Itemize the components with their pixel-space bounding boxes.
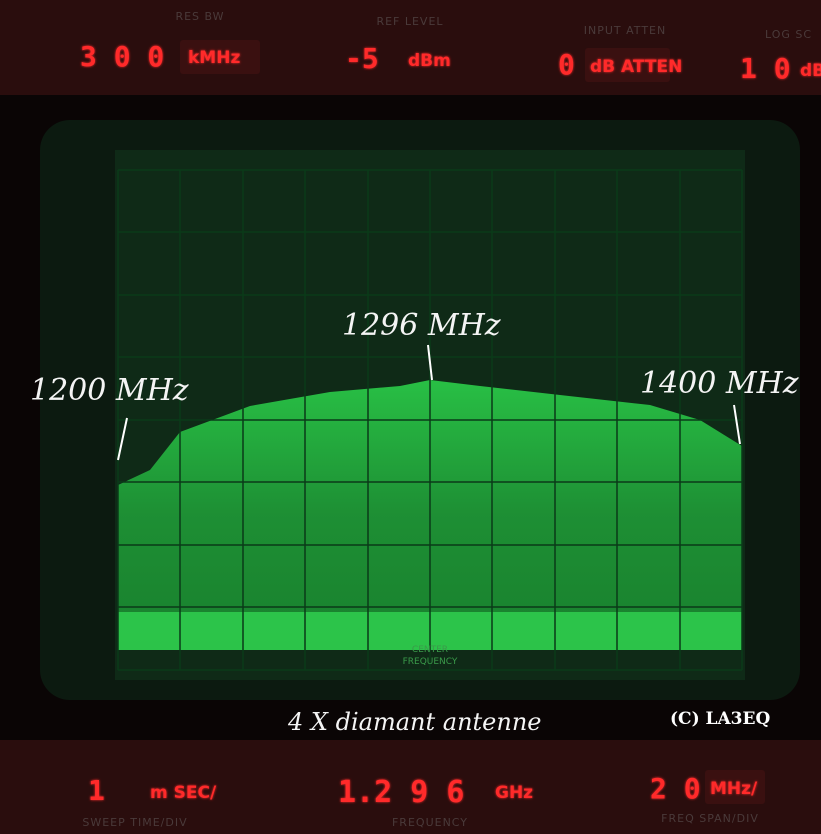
caption: 4 X diamant antenne (287, 708, 542, 736)
readout-label: INPUT ATTEN (584, 24, 666, 37)
readout-label: RES BW (175, 10, 224, 23)
page: {"top_panel": {"readouts": [ {"label": "… (0, 0, 821, 834)
center-label: CENTER (412, 645, 448, 655)
center-label: FREQUENCY (403, 657, 458, 667)
readout-unit: m SEC/ (150, 783, 217, 803)
readout-label: LOG SC (765, 28, 812, 41)
readout-value: 0 (558, 48, 575, 81)
readout-label: REF LEVEL (376, 15, 443, 28)
readout-label: SWEEP TIME/DIV (82, 816, 187, 829)
credit: (C) LA3EQ (670, 709, 770, 729)
readout-unit: MHz/ (710, 779, 758, 799)
readout-unit: kMHz (188, 48, 240, 68)
readout-unit: dB (800, 61, 821, 81)
readout-label: FREQUENCY (392, 816, 468, 829)
photo: CENTER FREQUENCY RES BW 3 0 0 kMHz REF L… (0, 0, 821, 834)
readout-unit: dB ATTEN (590, 57, 682, 77)
readout-value: -5 (345, 42, 379, 75)
annotation: 1400 MHz (640, 366, 799, 401)
readout-value: 1 (88, 774, 105, 807)
readout-value: 1 0 (740, 52, 791, 85)
annotation: 1200 MHz (30, 373, 189, 408)
readout-value: 1.2 9 6 (338, 775, 464, 810)
readout-unit: dBm (408, 51, 451, 71)
readout-value: 2 0 (650, 772, 701, 805)
readout-label: FREQ SPAN/DIV (661, 812, 759, 825)
readout-value: 3 0 0 (80, 40, 164, 73)
readout-unit: GHz (495, 783, 533, 803)
annotation: 1296 MHz (342, 308, 501, 343)
